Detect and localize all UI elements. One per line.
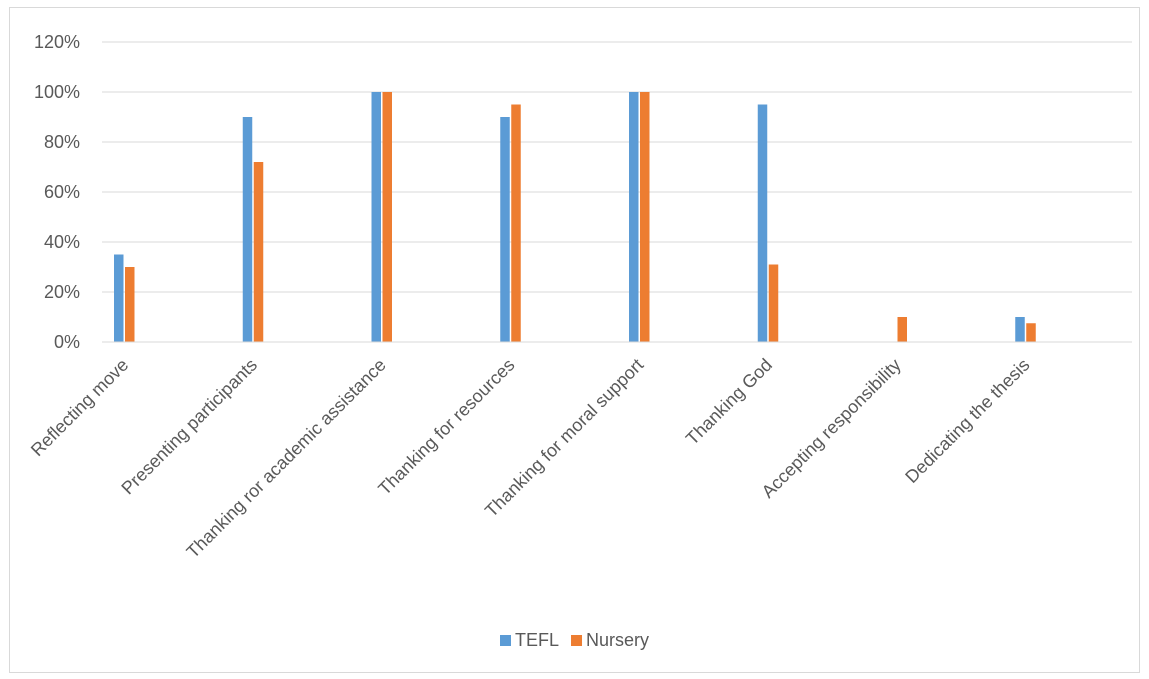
y-tick-label: 120% bbox=[34, 32, 80, 52]
legend-label: TEFL bbox=[515, 630, 559, 650]
category-label: Accepting responsibility bbox=[758, 355, 905, 502]
y-tick-label: 100% bbox=[34, 82, 80, 102]
bar-nursery-3 bbox=[511, 104, 521, 342]
bar-nursery-2 bbox=[382, 92, 392, 342]
legend-label: Nursery bbox=[586, 630, 649, 650]
bar-nursery-6 bbox=[897, 317, 907, 342]
y-tick-label: 60% bbox=[44, 182, 80, 202]
y-tick-label: 0% bbox=[54, 332, 80, 352]
bar-series bbox=[114, 92, 1036, 342]
y-tick-label: 80% bbox=[44, 132, 80, 152]
legend-swatch-nursery bbox=[571, 635, 583, 646]
bar-nursery-0 bbox=[125, 267, 135, 342]
category-label: Thanking God bbox=[682, 355, 776, 449]
category-label: Thanking for resources bbox=[374, 355, 518, 499]
bar-tefl-4 bbox=[629, 92, 639, 342]
bar-nursery-7 bbox=[1026, 323, 1036, 342]
chart-frame bbox=[9, 7, 1140, 673]
bar-tefl-2 bbox=[371, 92, 381, 342]
y-tick-label: 40% bbox=[44, 232, 80, 252]
y-tick-label: 20% bbox=[44, 282, 80, 302]
category-label: Reflecting move bbox=[27, 355, 132, 460]
legend: TEFL Nursery bbox=[500, 630, 649, 650]
category-label: Dedicating the thesis bbox=[901, 355, 1033, 487]
y-axis-tick-labels: 0% 20% 40% 60% 80% 100% 120% bbox=[34, 32, 80, 352]
category-label: Thanking ror academic assistance bbox=[183, 355, 390, 562]
bar-nursery-1 bbox=[253, 162, 264, 342]
bar-tefl-5 bbox=[757, 104, 768, 342]
bar-tefl-7 bbox=[1015, 317, 1025, 342]
bar-nursery-5 bbox=[768, 264, 779, 342]
bar-tefl-0 bbox=[114, 254, 124, 342]
bar-tefl-1 bbox=[242, 117, 253, 342]
bar-nursery-4 bbox=[640, 92, 650, 342]
category-label: Presenting participants bbox=[117, 355, 261, 499]
gridlines bbox=[102, 41, 1132, 293]
bar-tefl-3 bbox=[500, 117, 510, 342]
legend-swatch-tefl bbox=[500, 635, 511, 646]
